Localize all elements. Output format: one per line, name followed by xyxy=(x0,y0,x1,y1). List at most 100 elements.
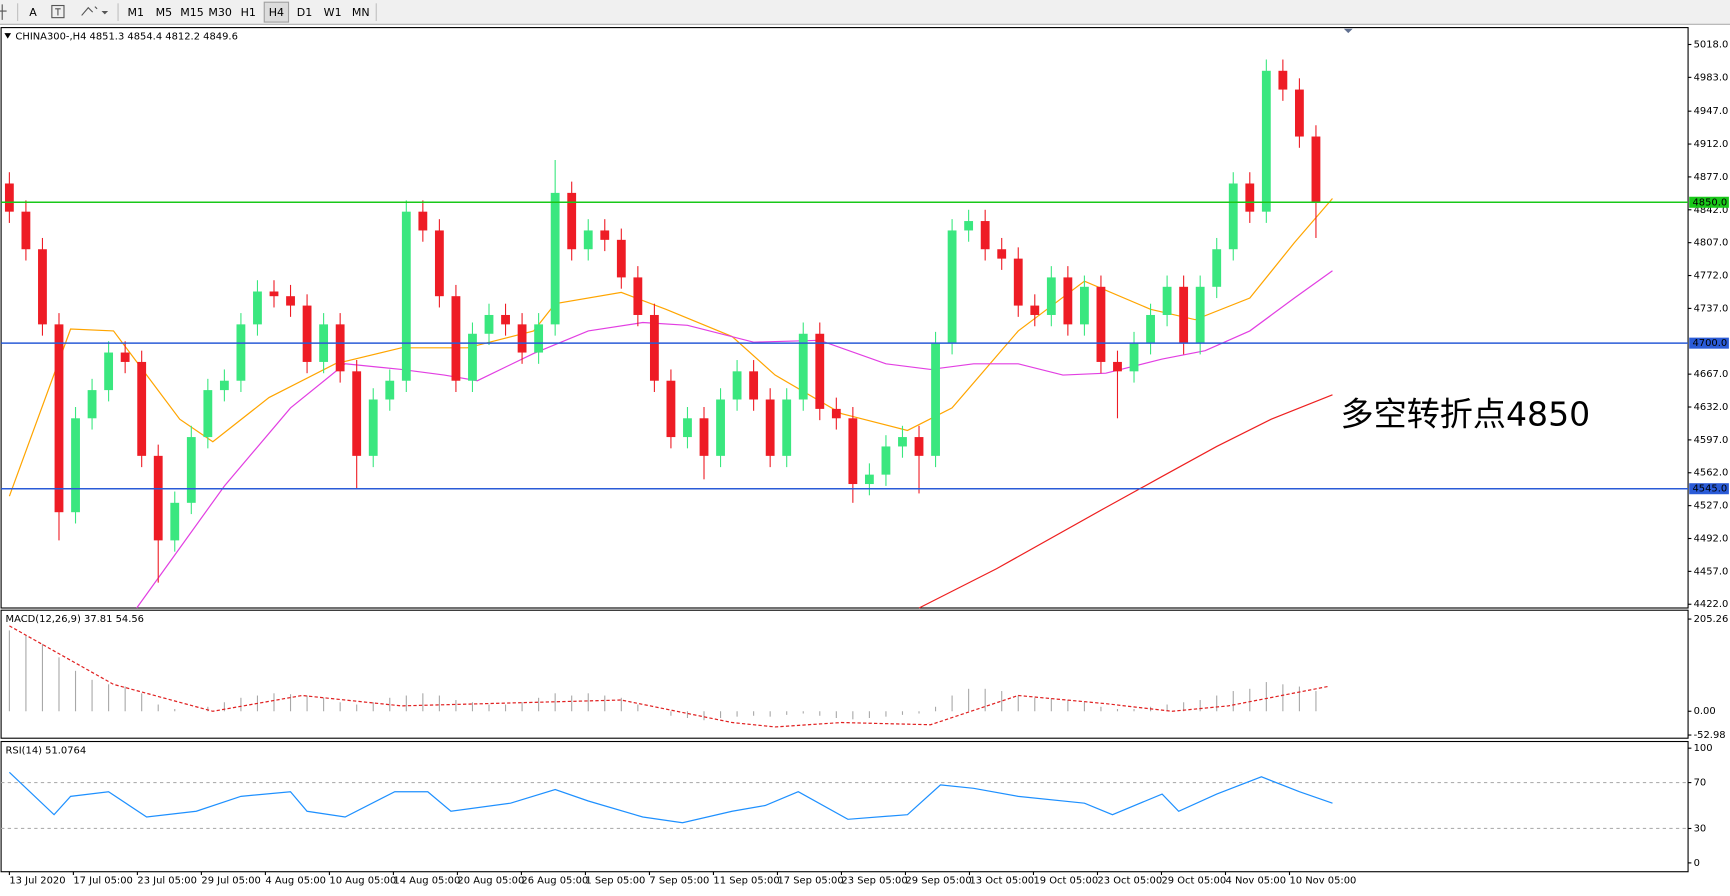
x-tick-label: 4 Nov 05:00 xyxy=(1225,876,1286,887)
candle-body xyxy=(87,390,97,419)
toolbar-background xyxy=(0,0,1730,25)
x-tick-label: 19 Oct 05:00 xyxy=(1033,876,1098,887)
x-tick-label: 7 Sep 05:00 xyxy=(649,876,709,887)
crosshair-tool[interactable] xyxy=(0,4,7,20)
x-tick-label: 1 Sep 05:00 xyxy=(585,876,645,887)
candle-body xyxy=(71,418,80,513)
macd-pane-frame xyxy=(0,609,1689,739)
timeframe-button[interactable]: W1 xyxy=(324,6,342,19)
active-timeframe xyxy=(263,1,290,23)
candle-body xyxy=(749,371,759,400)
price-level-label: 4850.0 xyxy=(1692,197,1727,208)
x-tick-label: 13 Oct 05:00 xyxy=(969,876,1034,887)
timeframe-button[interactable]: M1 xyxy=(127,6,144,19)
candle-body xyxy=(1212,249,1222,287)
candle-body xyxy=(269,291,279,297)
x-tick-label: 10 Nov 05:00 xyxy=(1289,876,1356,887)
candle-body xyxy=(1162,286,1172,315)
candle-body xyxy=(1179,286,1189,344)
rsi-line xyxy=(8,771,1333,824)
candle-body xyxy=(434,230,444,297)
x-tick-label: 23 Oct 05:00 xyxy=(1097,876,1162,887)
toolbar: A M1 M5 M15 M30 H1 H4 D1 W1 MN xyxy=(0,0,1730,25)
candle-body xyxy=(798,333,808,400)
x-tick-label: 13 Jul 2020 xyxy=(9,876,65,887)
timeframe-button[interactable]: M30 xyxy=(208,6,232,19)
y-tick-label: 70 xyxy=(1694,778,1707,789)
timeframe-button[interactable]: D1 xyxy=(297,6,312,19)
label-tool-glyph xyxy=(55,8,61,16)
y-tick-label: 4947.0 xyxy=(1694,106,1729,117)
price-level-tag xyxy=(1689,196,1729,208)
candle-body xyxy=(1129,343,1139,372)
candle-body xyxy=(4,183,14,212)
candle-body xyxy=(1063,277,1073,325)
symbol-menu-arrow xyxy=(4,33,12,39)
moving-average xyxy=(136,270,1333,609)
x-tick-label: 17 Jul 05:00 xyxy=(73,876,132,887)
x-tick-label: 17 Sep 05:00 xyxy=(777,876,843,887)
candle-body xyxy=(815,333,825,409)
moving-average xyxy=(918,394,1333,609)
x-tick-label: 10 Aug 05:00 xyxy=(329,876,396,887)
price-level-tag xyxy=(1689,483,1729,495)
candle-body xyxy=(104,352,114,391)
y-tick-label: 205.26 xyxy=(1694,614,1729,625)
candle-body xyxy=(385,380,395,400)
main-title: CHINA300-,H4 4851.3 4854.4 4812.2 4849.6 xyxy=(15,31,237,42)
candle-body xyxy=(484,314,494,334)
candle-body xyxy=(848,418,858,485)
candle-body xyxy=(583,230,593,250)
candle-body xyxy=(186,437,196,503)
candle-body xyxy=(517,324,527,353)
timeframe-button[interactable]: MN xyxy=(352,6,370,19)
candle-body xyxy=(683,418,692,438)
candle-body xyxy=(418,211,428,231)
timeframe-button[interactable]: M5 xyxy=(156,6,173,19)
candle-body xyxy=(21,211,31,250)
x-tick-label: 4 Aug 05:00 xyxy=(265,876,326,887)
candle-body xyxy=(352,371,362,456)
timeframe-button[interactable]: M15 xyxy=(180,6,204,19)
candle-body xyxy=(153,455,163,541)
shapes-tool[interactable] xyxy=(81,6,98,16)
candle-body xyxy=(170,502,180,541)
signal-line xyxy=(9,625,1328,728)
price-level-label: 4545.0 xyxy=(1692,484,1727,495)
y-tick-label: 4632.0 xyxy=(1694,402,1729,413)
x-tick-label: 14 Aug 05:00 xyxy=(393,876,460,887)
candle-body xyxy=(54,324,64,513)
y-tick-label: 4492.0 xyxy=(1694,534,1729,545)
candle-body xyxy=(1228,183,1238,250)
text-tool[interactable]: A xyxy=(29,6,37,19)
y-tick-label: -52.98 xyxy=(1694,730,1726,741)
y-tick-label: 4983.0 xyxy=(1694,72,1729,83)
timeframe-button[interactable]: H1 xyxy=(241,6,256,19)
candle-body xyxy=(236,324,246,381)
annotation: 多空转折点4850 xyxy=(1341,394,1591,433)
x-tick-label: 20 Aug 05:00 xyxy=(457,876,524,887)
y-tick-label: 5018.0 xyxy=(1694,39,1729,50)
candle-body xyxy=(253,291,262,325)
candle-body xyxy=(831,408,841,419)
candle-body xyxy=(765,399,775,456)
candle-body xyxy=(550,192,560,325)
y-tick-label: 0.00 xyxy=(1694,706,1716,717)
label-tool[interactable] xyxy=(51,4,65,19)
y-tick-label: 100 xyxy=(1694,743,1713,754)
x-tick-label: 26 Aug 05:00 xyxy=(521,876,588,887)
candle-body xyxy=(947,230,957,344)
timeframe-button[interactable]: H4 xyxy=(269,6,284,19)
candle-body xyxy=(38,249,47,325)
candle-body xyxy=(567,192,577,250)
candle-body xyxy=(1079,286,1089,325)
dropdown-arrow[interactable] xyxy=(101,11,109,15)
y-tick-label: 4842.0 xyxy=(1694,205,1729,216)
x-tick-label: 29 Sep 05:00 xyxy=(905,876,971,887)
candle-body xyxy=(666,380,676,438)
x-tick-label: 29 Jul 05:00 xyxy=(201,876,260,887)
y-tick-label: 30 xyxy=(1694,823,1707,834)
candle-body xyxy=(633,277,643,315)
candle-body xyxy=(964,221,974,231)
